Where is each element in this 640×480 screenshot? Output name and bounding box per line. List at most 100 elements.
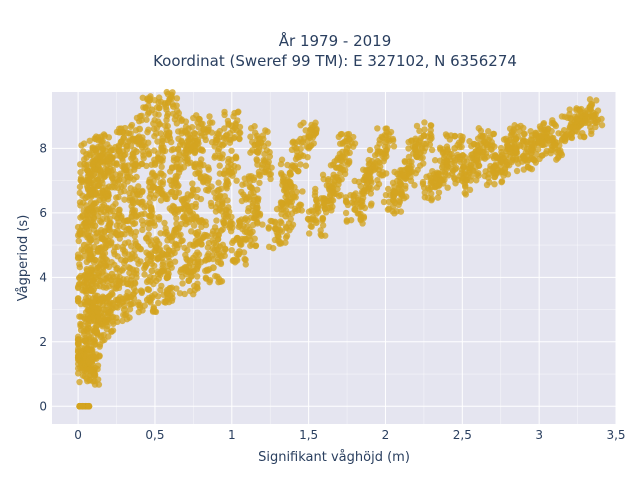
data-point — [173, 95, 181, 102]
data-point — [125, 264, 132, 271]
data-point — [91, 135, 98, 142]
data-point — [152, 172, 159, 179]
data-point — [182, 146, 190, 153]
data-point — [197, 174, 205, 181]
data-point — [513, 167, 521, 175]
data-point — [119, 128, 127, 136]
data-point — [120, 163, 127, 170]
data-point — [234, 164, 242, 171]
data-point — [492, 152, 499, 160]
data-point — [173, 215, 180, 222]
data-point — [121, 231, 128, 238]
data-point — [85, 298, 92, 305]
data-point — [372, 164, 379, 171]
data-point — [91, 336, 98, 344]
data-point — [108, 270, 116, 278]
data-point — [162, 299, 169, 306]
data-point — [144, 128, 151, 136]
data-point — [136, 112, 144, 120]
data-point — [328, 196, 335, 204]
data-point — [117, 138, 125, 146]
data-point — [361, 204, 369, 212]
data-point — [292, 207, 299, 215]
data-point — [93, 267, 100, 274]
data-point — [359, 188, 366, 195]
data-point — [144, 256, 151, 263]
data-point — [307, 143, 314, 150]
data-point — [96, 305, 103, 313]
data-point — [112, 144, 119, 151]
data-point — [132, 160, 139, 168]
data-point — [106, 221, 113, 228]
data-point — [80, 252, 88, 260]
data-point — [103, 211, 110, 218]
data-point — [419, 154, 426, 161]
data-point — [376, 136, 383, 144]
data-point — [214, 147, 222, 155]
data-point — [538, 140, 546, 147]
data-point — [405, 153, 413, 161]
data-point — [147, 179, 154, 186]
data-point — [398, 167, 406, 174]
data-point — [467, 161, 475, 169]
data-point — [520, 152, 527, 160]
data-point — [242, 256, 249, 263]
data-point — [207, 199, 215, 207]
data-point — [221, 111, 228, 119]
data-point — [93, 329, 100, 337]
chart-title-line-2: Koordinat (Sweref 99 TM): E 327102, N 63… — [153, 52, 517, 70]
data-point — [436, 144, 444, 152]
data-point — [374, 177, 381, 184]
data-point — [76, 229, 83, 236]
data-point — [266, 171, 273, 178]
data-point — [368, 157, 376, 165]
data-point — [108, 328, 115, 335]
data-point — [490, 170, 497, 177]
data-point — [472, 164, 480, 171]
data-point — [367, 202, 375, 209]
data-point — [491, 180, 498, 188]
data-point — [251, 209, 259, 217]
data-point — [225, 155, 232, 163]
data-point — [143, 278, 151, 286]
data-point — [88, 266, 95, 273]
data-point — [282, 239, 289, 246]
data-point — [438, 177, 446, 184]
data-point — [144, 147, 152, 155]
data-point — [93, 177, 100, 185]
data-point — [259, 161, 266, 168]
data-point — [90, 209, 97, 217]
data-point — [106, 215, 113, 222]
data-point — [164, 267, 172, 275]
data-point — [105, 241, 113, 249]
data-point — [141, 210, 148, 217]
data-point — [180, 212, 188, 220]
data-point — [107, 232, 114, 240]
data-point — [140, 154, 147, 162]
data-point — [84, 234, 91, 241]
data-point — [367, 169, 374, 176]
data-point — [102, 190, 109, 198]
data-point — [139, 198, 146, 205]
data-point — [170, 232, 177, 239]
data-point — [318, 232, 325, 239]
data-point — [163, 106, 170, 113]
data-point — [443, 133, 451, 140]
data-point — [175, 135, 182, 143]
data-point — [588, 130, 595, 138]
data-point — [121, 187, 128, 195]
data-point — [111, 251, 118, 258]
data-point — [158, 163, 165, 171]
data-point — [86, 137, 93, 144]
data-point — [117, 172, 124, 179]
data-point — [170, 103, 177, 110]
data-point — [254, 197, 262, 205]
data-point — [93, 322, 100, 330]
data-point — [187, 135, 194, 142]
data-point — [366, 146, 374, 154]
data-point — [115, 277, 122, 284]
y-tick-labels: 0 2 4 6 8 — [39, 141, 47, 413]
data-point — [177, 162, 184, 170]
data-point — [184, 247, 191, 254]
